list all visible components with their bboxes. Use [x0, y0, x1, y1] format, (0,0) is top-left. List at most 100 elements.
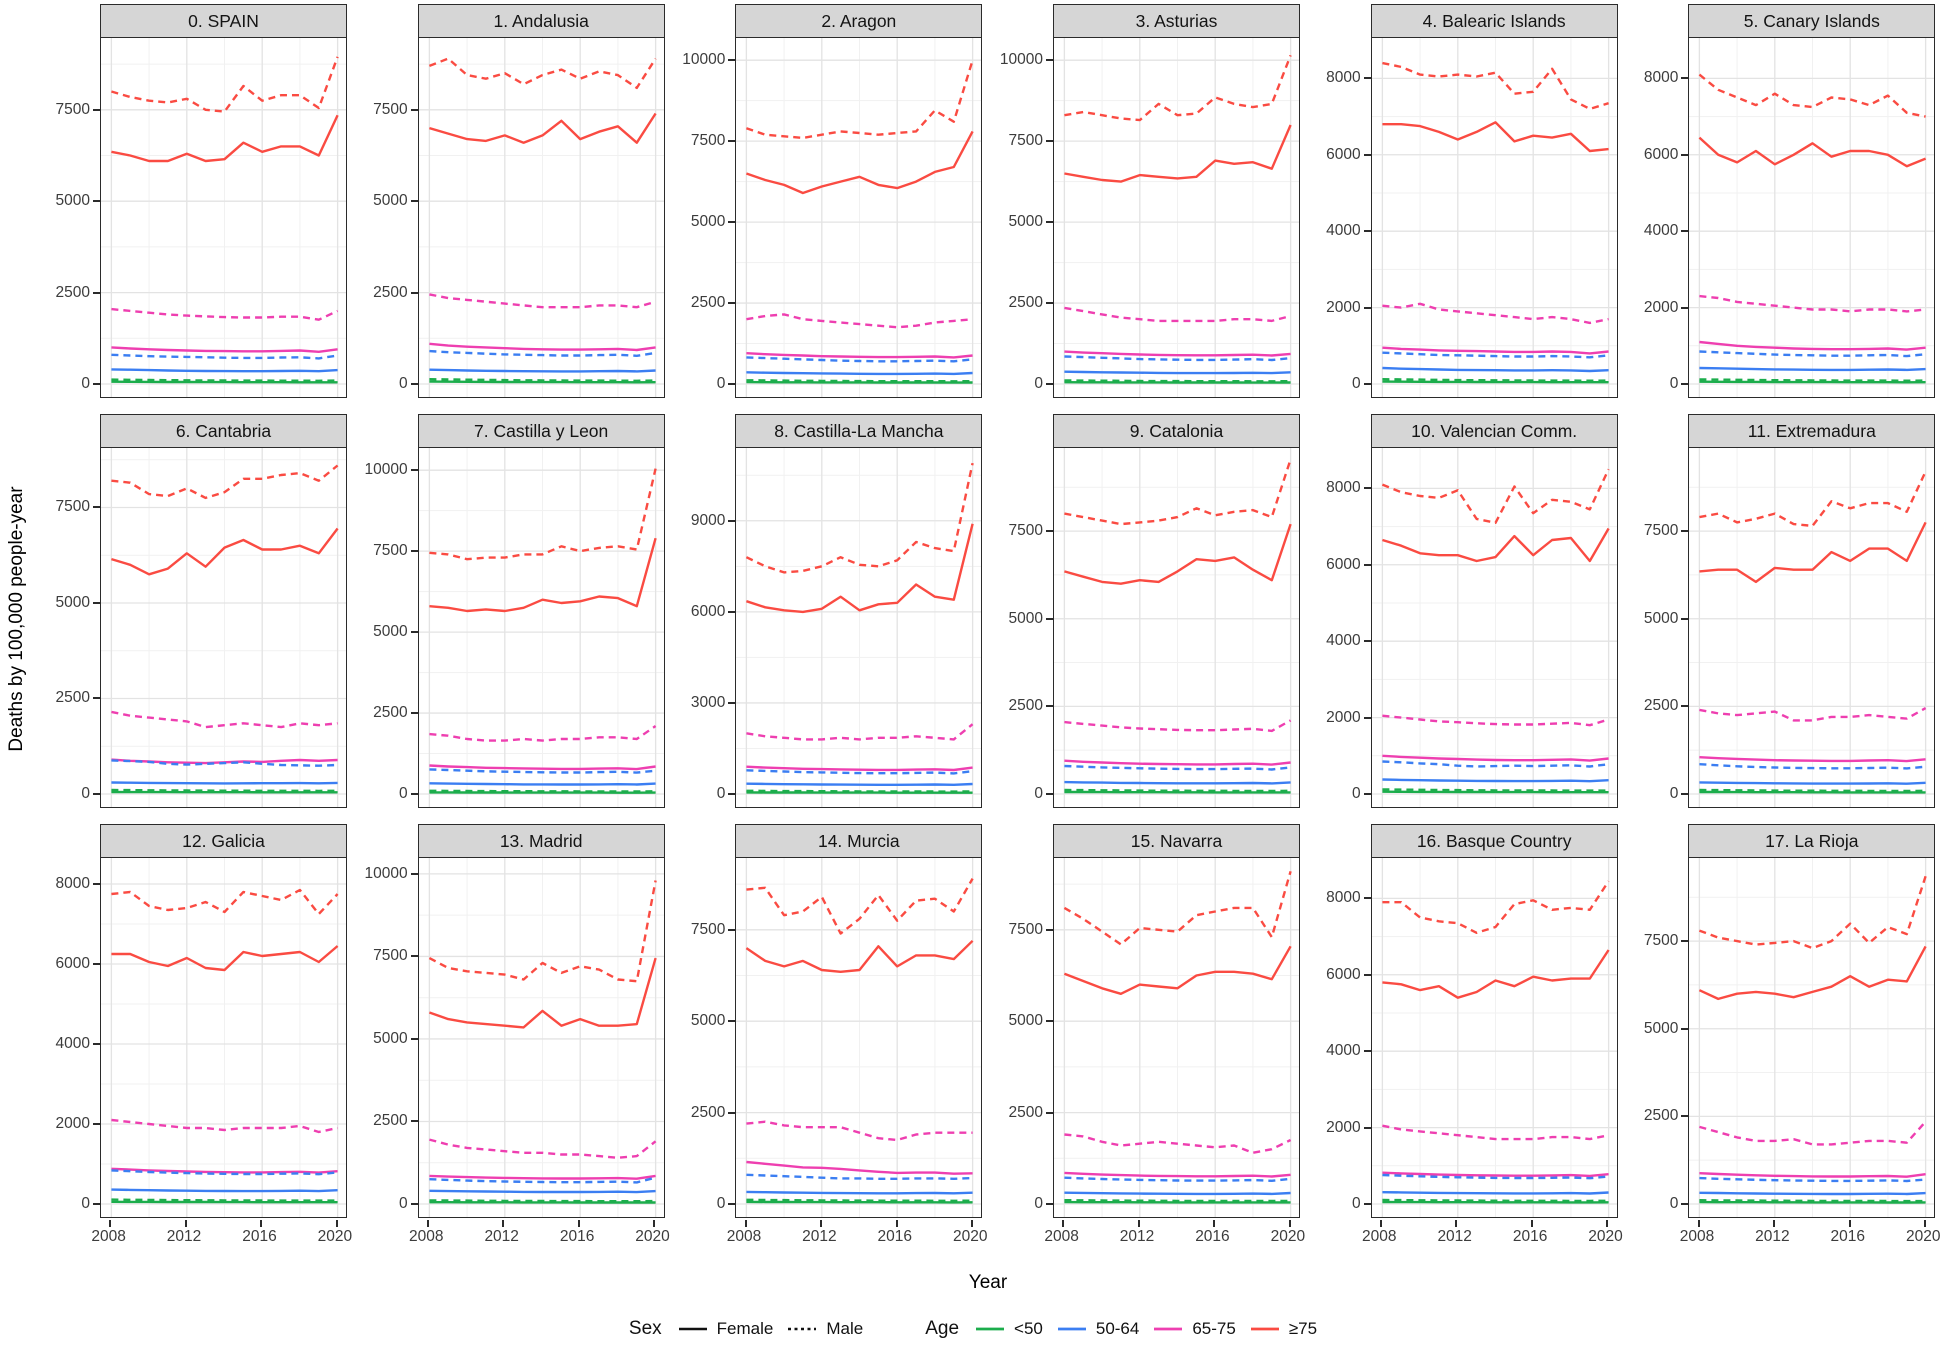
series-line-mu50 [1699, 378, 1926, 382]
series-line-f50 [1064, 370, 1291, 375]
y-tick-mark [728, 701, 736, 704]
series-line-mu50 [1382, 378, 1609, 382]
x-tick-labels: 2008 2012 2016 2020 [1680, 1220, 1940, 1250]
series-line-f75 [111, 945, 339, 972]
solid-line-key-icon [678, 1327, 707, 1331]
y-tick-label: 2500 [55, 689, 90, 707]
x-tick-mark [970, 1220, 973, 1227]
y-tick-mark [1363, 1050, 1371, 1053]
y-tick-mark [1681, 1203, 1689, 1205]
series-line-f50 [429, 368, 656, 373]
x-tick-label: 2012 [484, 1228, 519, 1245]
facet: 0 2500 5000 7500 10000 2. Aragon [671, 4, 987, 398]
series-line-f75 [746, 939, 974, 974]
y-tick-mark [728, 1203, 736, 1205]
facet-panel: 9. Catalonia [1052, 414, 1300, 808]
y-tick-label: 6000 [690, 602, 726, 620]
x-tick-mark [1773, 1220, 1776, 1227]
facet-plot-area [417, 858, 665, 1218]
y-tick-label: 4000 [1643, 222, 1679, 240]
series-line-m65 [1381, 302, 1609, 325]
color-line-key-icon [1250, 1327, 1279, 1331]
facet-panel: 15. Navarra [1052, 824, 1300, 1218]
series-line-f75 [1381, 949, 1610, 999]
series-line-fu50 [746, 380, 973, 384]
y-tick-mark [93, 1043, 100, 1045]
y-tick-mark [728, 302, 736, 305]
y-tick-label: 0 [1352, 785, 1361, 802]
series-line-f75 [746, 130, 974, 195]
series-line-m50 [111, 1169, 338, 1176]
y-tick-label: 7500 [373, 947, 408, 965]
y-tick-labels: 0 2000 4000 6000 8000 [1624, 38, 1689, 398]
facet-panel: 14. Murcia [735, 824, 983, 1218]
series-line-f75 [428, 957, 657, 1029]
y-tick-labels: 0 2500 5000 7500 10000 [671, 38, 736, 398]
y-tick-mark [93, 200, 100, 203]
y-tick-label: 8000 [1326, 889, 1361, 907]
facet-strip-title: 3. Asturias [1052, 4, 1300, 38]
series-line-f50 [111, 368, 338, 373]
y-axis-title: Deaths by 100,000 people-year [6, 486, 27, 752]
y-tick-label: 4000 [1326, 1042, 1361, 1060]
y-tick-label: 4000 [55, 1035, 90, 1052]
y-tick-mark [728, 793, 736, 795]
y-tick-mark [728, 383, 736, 385]
series-line-m65 [746, 313, 974, 329]
legend-age-label: 50-64 [1095, 1319, 1140, 1338]
series-line-m75 [746, 462, 975, 574]
series-line-f75 [1064, 124, 1292, 183]
y-tick-mark [1363, 973, 1371, 976]
y-tick-labels: 0 2500 5000 7500 [989, 448, 1053, 808]
facet-panel: 11. Extremadura [1688, 414, 1936, 808]
legend-item-female: Female [678, 1319, 774, 1339]
y-tick-mark [410, 793, 418, 795]
y-tick-mark [410, 200, 418, 203]
y-tick-label: 7500 [1008, 920, 1043, 938]
y-tick-mark [1681, 306, 1689, 309]
series-line-f65 [1699, 756, 1927, 763]
y-tick-label: 5000 [1008, 1012, 1043, 1030]
y-tick-label: 2500 [373, 1112, 408, 1130]
y-tick-label: 5000 [55, 593, 90, 611]
series-line-f50 [746, 782, 973, 786]
legend-item-age: 50-64 [1057, 1319, 1139, 1339]
series-line-m50 [429, 1176, 656, 1184]
y-tick-label: 0 [1034, 1195, 1043, 1212]
y-tick-mark [1363, 306, 1371, 309]
x-tick-mark [427, 1220, 430, 1227]
x-tick-label: 2016 [1195, 1228, 1230, 1245]
x-tick-label: 2008 [91, 1228, 126, 1245]
y-tick-label: 2500 [1008, 294, 1043, 312]
y-tick-label: 0 [81, 1195, 90, 1212]
y-tick-label: 5000 [373, 623, 408, 641]
facet: 0 2500 5000 7500 9. Catalonia [989, 414, 1305, 808]
series-line-f65 [1699, 1172, 1927, 1178]
y-tick-label: 2500 [1008, 697, 1043, 715]
facet-panel: 3. Asturias [1052, 4, 1300, 398]
y-tick-labels: 0 2500 5000 7500 10000 [354, 448, 418, 808]
legend-female-label: Female [716, 1319, 774, 1338]
series-line-m65 [428, 725, 656, 742]
y-tick-label: 0 [1034, 785, 1043, 802]
series-line-m65 [111, 710, 338, 729]
series-line-mu50 [1382, 788, 1609, 792]
y-tick-mark [1681, 940, 1689, 943]
series-line-fu50 [111, 380, 338, 384]
y-tick-mark [410, 1037, 418, 1040]
series-line-f65 [429, 1174, 656, 1180]
y-tick-mark [1681, 793, 1689, 795]
series-line-f65 [1699, 340, 1927, 351]
facet: 0 2500 5000 7500 14. Murcia 2008 2012 2016 2020 [671, 824, 987, 1252]
facet-plot-area [1052, 448, 1300, 808]
x-tick-mark [1137, 1220, 1140, 1227]
series-line-fu50 [746, 1200, 973, 1204]
y-tick-label: 7500 [690, 920, 726, 938]
series-line-f50 [429, 782, 656, 786]
series-line-mu50 [111, 1198, 338, 1202]
facet-plot-area [735, 448, 983, 808]
series-line-mu50 [111, 378, 338, 382]
facet-plot-area [1370, 38, 1618, 398]
y-tick-mark [728, 928, 736, 931]
x-tick-label: 2012 [1755, 1228, 1790, 1245]
